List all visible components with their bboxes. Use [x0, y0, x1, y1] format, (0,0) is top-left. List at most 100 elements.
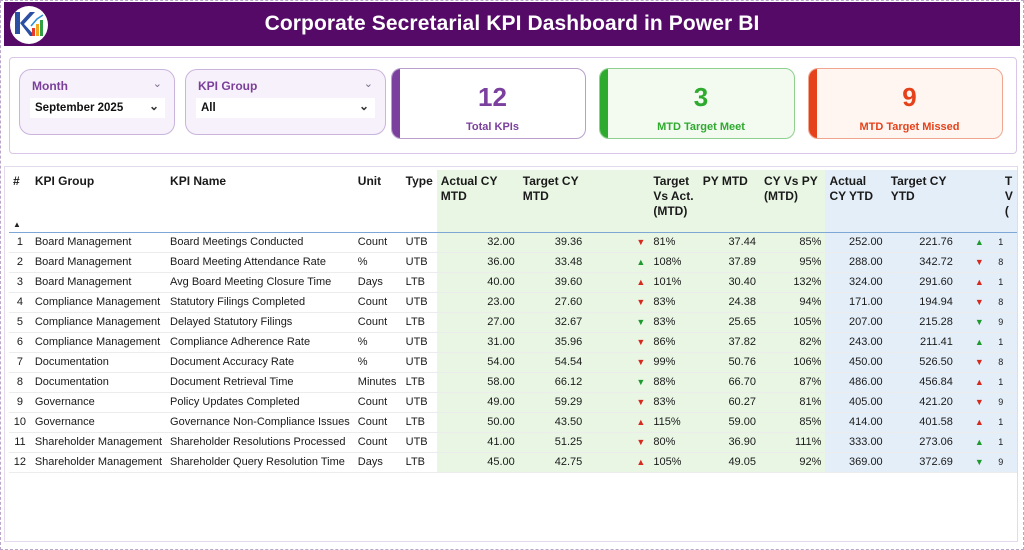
arrow-down-icon: ▼ [636, 337, 646, 347]
cell-tva-mtd: 88% [649, 372, 699, 393]
arrow-up-icon: ▲ [974, 337, 984, 347]
table-row[interactable]: 9 Governance Policy Updates Completed Count… [9, 392, 1017, 413]
cell-num: 11 [9, 432, 31, 453]
cell-actual-ytd: 414.00 [825, 412, 887, 433]
cell-py-mtd: 66.70 [698, 372, 760, 393]
col-header-type[interactable]: Type [405, 174, 433, 188]
chevron-down-icon[interactable]: ⌄ [148, 99, 159, 113]
arrow-down-icon: ▼ [974, 317, 984, 327]
table-row[interactable]: 3 Board Management Avg Board Meeting Closu… [9, 272, 1017, 293]
cell-actual-ytd: 288.00 [825, 252, 887, 273]
chevron-down-icon[interactable]: ⌄ [152, 78, 162, 90]
cell-actual-mtd: 41.00 [436, 432, 519, 453]
arrow-down-icon: ▼ [636, 357, 646, 367]
table-row[interactable]: 10 Governance Governance Non-Compliance Is… [9, 412, 1017, 433]
arrow-up-icon: ▲ [974, 377, 984, 387]
cell-name: Statutory Filings Completed [166, 292, 354, 313]
cell-target-mtd: 59.29 [518, 392, 587, 413]
arrow-down-icon: ▼ [636, 397, 646, 407]
cell-unit: Days [353, 272, 402, 293]
cell-num: 2 [9, 252, 31, 273]
cell-target-vs-act-ytd: 9 [995, 317, 1004, 327]
cell-actual-mtd: 31.00 [436, 332, 519, 353]
table-row[interactable]: 7 Documentation Document Accuracy Rate% UTB… [9, 352, 1017, 373]
arrow-up-icon: ▲ [974, 237, 984, 247]
table-row[interactable]: 8 Documentation Document Retrieval Time Min… [9, 372, 1017, 393]
cell-status-arrow: ▲ 1 [956, 332, 1017, 353]
table-row[interactable]: 2 Board Management Board Meeting Attendanc… [9, 252, 1017, 273]
cell-py-mtd: 37.44 [698, 232, 760, 253]
col-header-target-cy-ytd[interactable]: Target CY YTD [886, 170, 957, 232]
cell-target-mtd: 32.67 [518, 312, 587, 333]
table-body: 1 Board Management Board Meetings Conducte… [9, 232, 1017, 473]
arrow-up-icon: ▲ [636, 257, 646, 267]
month-slicer[interactable]: Month ⌄ September 2025 ⌄ [19, 69, 175, 135]
kpi-table-panel: ▲ # KPI Group KPI Name Unit Type Actual … [4, 166, 1018, 542]
cell-actual-mtd: 32.00 [436, 232, 519, 253]
chevron-down-icon[interactable]: ⌄ [363, 78, 373, 90]
cell-cy-vs-py-mtd: 111% [759, 432, 826, 453]
col-header-target-vs-act-ytd[interactable]: T V( [956, 170, 1017, 232]
table-row[interactable]: 12 Shareholder Management Shareholder Quer… [9, 452, 1017, 473]
total-kpis-label: Total KPIs [466, 121, 519, 133]
cell-cy-vs-py-mtd: 81% [759, 392, 826, 413]
cell-status-arrow: ▼ 9 [956, 312, 1017, 333]
cell-actual-ytd: 324.00 [825, 272, 887, 293]
cell-actual-ytd: 207.00 [825, 312, 887, 333]
table-row[interactable]: 1 Board Management Board Meetings Conducte… [9, 232, 1017, 253]
col-header-num[interactable]: # [13, 174, 20, 188]
arrow-down-icon: ▼ [974, 297, 984, 307]
cell-target-vs-act-ytd: 1 [995, 237, 1004, 247]
table-row[interactable]: 4 Compliance Management Statutory Filings … [9, 292, 1017, 313]
col-header-kpi-name[interactable]: KPI Name [170, 174, 227, 188]
mtd-target-missed-value: 9 [902, 82, 917, 112]
mtd-target-missed-label: MTD Target Missed [859, 121, 960, 133]
cell-actual-mtd: 50.00 [436, 412, 519, 433]
cell-cy-vs-py-mtd: 106% [759, 352, 826, 373]
total-kpis-card: 12 Total KPIs [391, 68, 586, 139]
cell-num: 8 [9, 372, 31, 393]
cell-status-arrow: ▲ [586, 252, 650, 273]
cell-unit: % [353, 352, 402, 373]
month-dropdown[interactable]: September 2025 ⌄ [30, 98, 165, 118]
cell-num: 12 [9, 452, 31, 473]
col-header-target-vs-act-mtd[interactable]: Target Vs Act. (MTD) [649, 170, 699, 232]
table-row[interactable]: 6 Compliance Management Compliance Adheren… [9, 332, 1017, 353]
sort-ascending-icon[interactable]: ▲ [13, 220, 21, 229]
col-header-kpi-group[interactable]: KPI Group [34, 174, 95, 188]
cell-group: Board Management [30, 252, 167, 273]
cell-cy-vs-py-mtd: 132% [759, 272, 826, 293]
cell-status-arrow: ▲ [586, 272, 650, 293]
chevron-down-icon[interactable]: ⌄ [358, 99, 369, 113]
cell-target-vs-act-ytd: 1 [995, 277, 1004, 287]
col-header-cy-vs-py-mtd[interactable]: CY Vs PY (MTD) [759, 170, 826, 232]
card-accent [392, 69, 400, 138]
cell-group: Governance [30, 392, 167, 413]
cell-target-ytd: 401.58 [886, 412, 957, 433]
cell-py-mtd: 37.82 [698, 332, 760, 353]
col-header-target-cy-mtd[interactable]: Target CY MTD [518, 170, 587, 232]
cell-status-arrow: ▼ [586, 392, 650, 413]
cell-target-mtd: 39.60 [518, 272, 587, 293]
cell-cy-vs-py-mtd: 87% [759, 372, 826, 393]
cell-status-arrow: ▼ [586, 352, 650, 373]
cell-num: 3 [9, 272, 31, 293]
table-row[interactable]: 11 Shareholder Management Shareholder Reso… [9, 432, 1017, 453]
cell-num: 10 [9, 412, 31, 433]
kpi-group-dropdown[interactable]: All ⌄ [196, 98, 375, 118]
table-row[interactable]: 5 Compliance Management Delayed Statutory … [9, 312, 1017, 333]
kpi-group-slicer[interactable]: KPI Group ⌄ All ⌄ [185, 69, 386, 135]
cell-target-ytd: 526.50 [886, 352, 957, 373]
cell-unit: Count [353, 412, 402, 433]
col-header-actual-cy-mtd[interactable]: Actual CY MTD [436, 170, 519, 232]
cell-group: Shareholder Management [30, 452, 167, 473]
col-header-py-mtd[interactable]: PY MTD [698, 170, 760, 232]
arrow-down-icon: ▼ [974, 457, 984, 467]
cell-py-mtd: 49.05 [698, 452, 760, 473]
arrow-up-icon: ▲ [974, 437, 984, 447]
cell-unit: Count [353, 292, 402, 313]
col-header-unit[interactable]: Unit [357, 174, 382, 188]
cell-name: Board Meetings Conducted [166, 232, 354, 253]
cell-unit: Days [353, 452, 402, 473]
col-header-actual-cy-ytd[interactable]: Actual CY YTD [825, 170, 887, 232]
